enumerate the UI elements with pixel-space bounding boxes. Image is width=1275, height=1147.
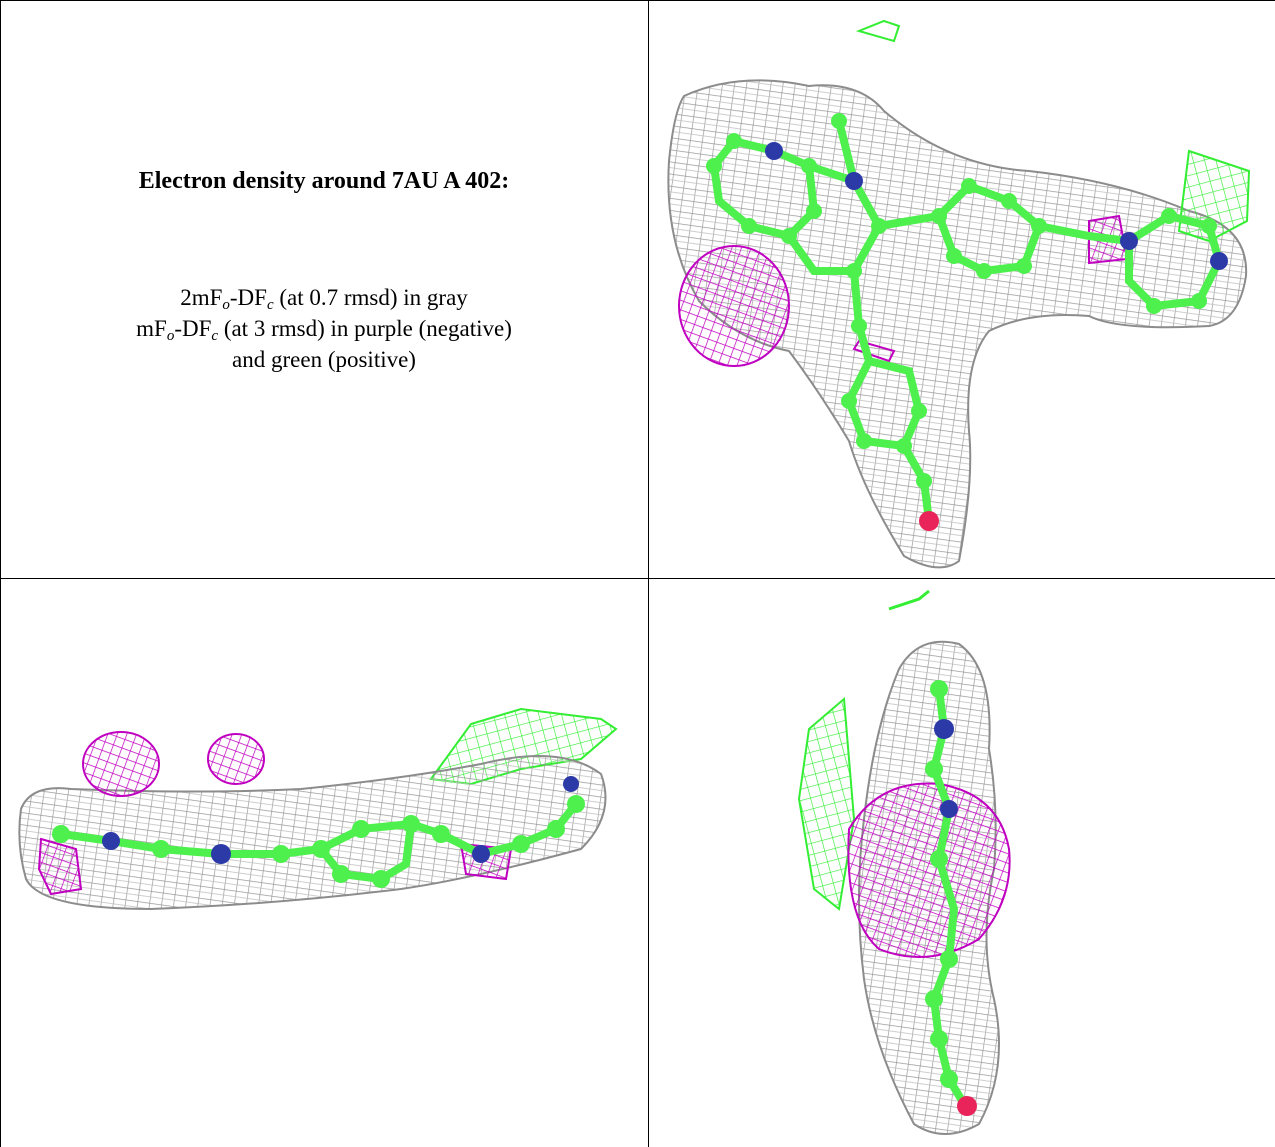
density-view-end-on [649,579,1275,1147]
table-border-left [0,0,1,1147]
caption-cell: Electron density around 7AU A 402: 2mFo-… [0,0,648,578]
table-border-top [0,0,1275,1]
table-divider-horizontal [0,578,1275,579]
caption-legend: 2mFo-DFc (at 0.7 rmsd) in gray mFo-DFc (… [0,282,648,375]
density-view-front [649,1,1275,578]
legend-line-2fofc: 2mFo-DFc (at 0.7 rmsd) in gray [180,285,468,313]
legend-line-fofc: mFo-DFc (at 3 rmsd) in purple (negative) [136,316,512,344]
legend-line-colors: and green (positive) [232,347,416,372]
caption-title: Electron density around 7AU A 402: [138,168,510,194]
density-view-side [1,579,648,1147]
table-divider-vertical [648,0,649,1147]
